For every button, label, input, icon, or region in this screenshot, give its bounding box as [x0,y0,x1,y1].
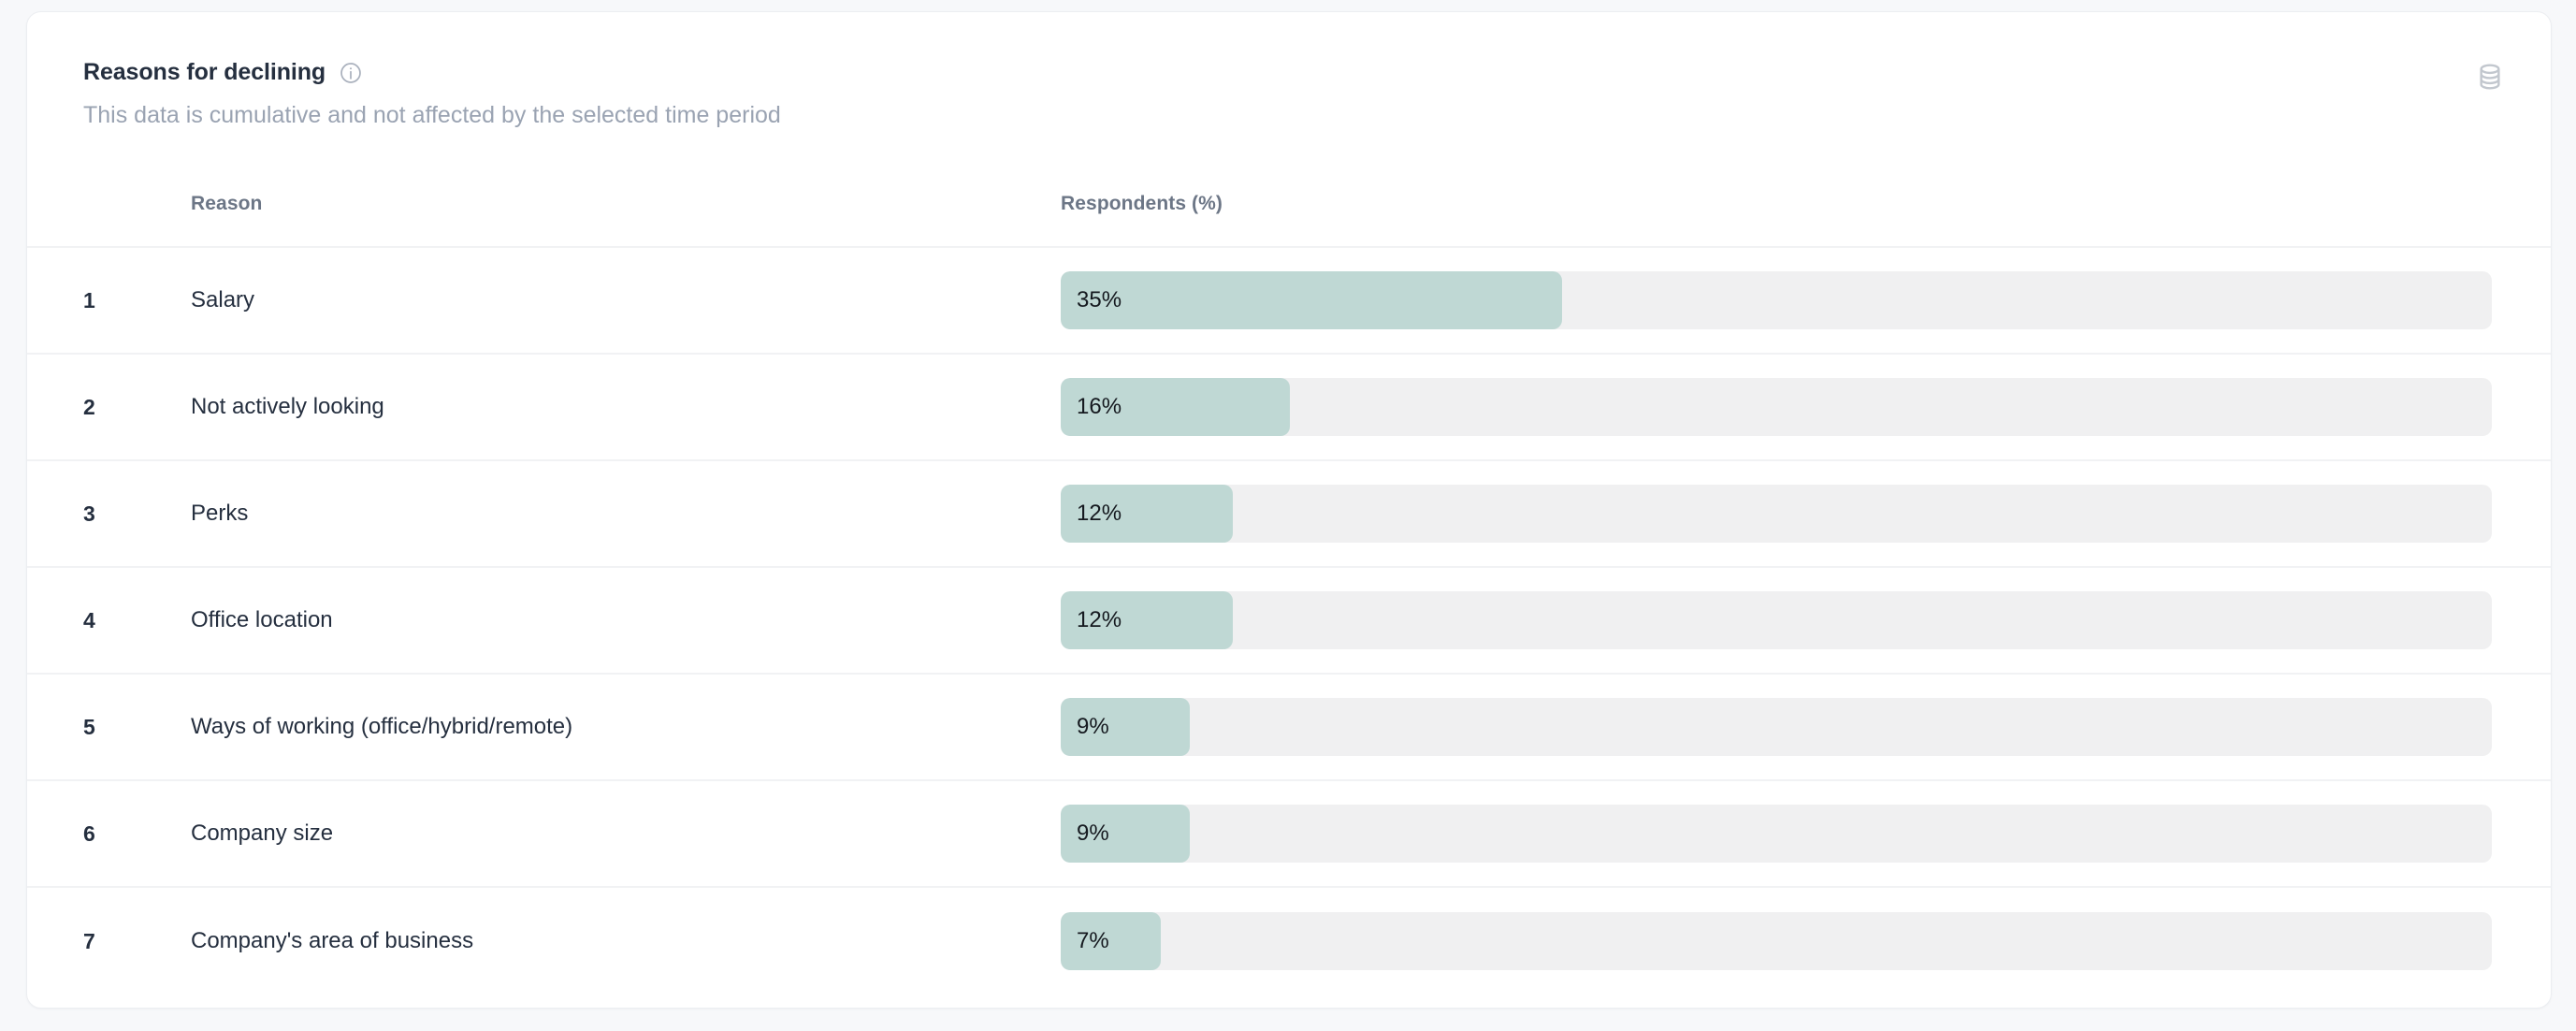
bar-fill [1061,912,1162,970]
row-bar-cell: 7% [1061,912,2492,970]
row-bar-cell: 16% [1061,378,2492,436]
column-header-reason: Reason [191,193,263,214]
bar-fill [1061,698,1190,756]
bar-track: 9% [1061,698,2492,756]
row-rank: 7 [83,928,95,953]
bar-value-label: 9% [1077,820,1109,846]
row-rank: 6 [83,820,95,846]
row-bar-cell: 9% [1061,698,2492,756]
row-bar-cell: 35% [1061,271,2492,329]
bar-value-label: 9% [1077,714,1109,739]
title-row: Reasons for declining [83,59,363,86]
bar-fill [1061,378,1290,436]
card-subtitle: This data is cumulative and not affected… [83,102,781,128]
bar-track: 12% [1061,591,2492,649]
page-title: Reasons for declining [83,59,326,85]
reasons-table: Reason Respondents (%) 1 Salary 35% 2 No… [27,162,2551,995]
bar-track: 16% [1061,378,2492,436]
bar-fill [1061,805,1190,863]
bar-value-label: 12% [1077,607,1122,632]
info-circle-icon[interactable] [339,61,363,85]
row-rank: 1 [83,287,95,312]
bar-fill [1061,591,1233,649]
bar-track: 12% [1061,485,2492,543]
table-row: 2 Not actively looking 16% [27,355,2551,461]
table-row: 7 Company's area of business 7% [27,888,2551,995]
row-reason: Company's area of business [191,928,474,953]
row-reason: Salary [191,287,255,312]
row-reason: Ways of working (office/hybrid/remote) [191,714,573,739]
row-bar-cell: 12% [1061,591,2492,649]
row-rank: 4 [83,607,95,632]
bar-track: 9% [1061,805,2492,863]
row-bar-cell: 12% [1061,485,2492,543]
table-row: 3 Perks 12% [27,461,2551,568]
row-reason: Office location [191,607,333,632]
row-reason: Not actively looking [191,394,384,419]
row-rank: 3 [83,501,95,526]
card-header: Reasons for declining This data is cumul… [27,12,2551,162]
bar-value-label: 7% [1077,928,1109,953]
table-row: 5 Ways of working (office/hybrid/remote)… [27,675,2551,781]
bar-fill [1061,485,1233,543]
row-rank: 5 [83,714,95,739]
bar-value-label: 12% [1077,501,1122,526]
table-row: 1 Salary 35% [27,248,2551,355]
bar-track: 7% [1061,912,2492,970]
row-reason: Perks [191,501,249,526]
bar-value-label: 16% [1077,394,1122,419]
bar-fill [1061,271,1562,329]
bar-value-label: 35% [1077,287,1122,312]
column-header-respondents: Respondents (%) [1061,193,1223,214]
bar-track: 35% [1061,271,2492,329]
table-row: 4 Office location 12% [27,568,2551,675]
table-row: 6 Company size 9% [27,781,2551,888]
row-bar-cell: 9% [1061,805,2492,863]
row-rank: 2 [83,394,95,419]
reasons-for-declining-card: Reasons for declining This data is cumul… [26,11,2552,1009]
table-header-row: Reason Respondents (%) [27,162,2551,248]
row-reason: Company size [191,820,334,846]
